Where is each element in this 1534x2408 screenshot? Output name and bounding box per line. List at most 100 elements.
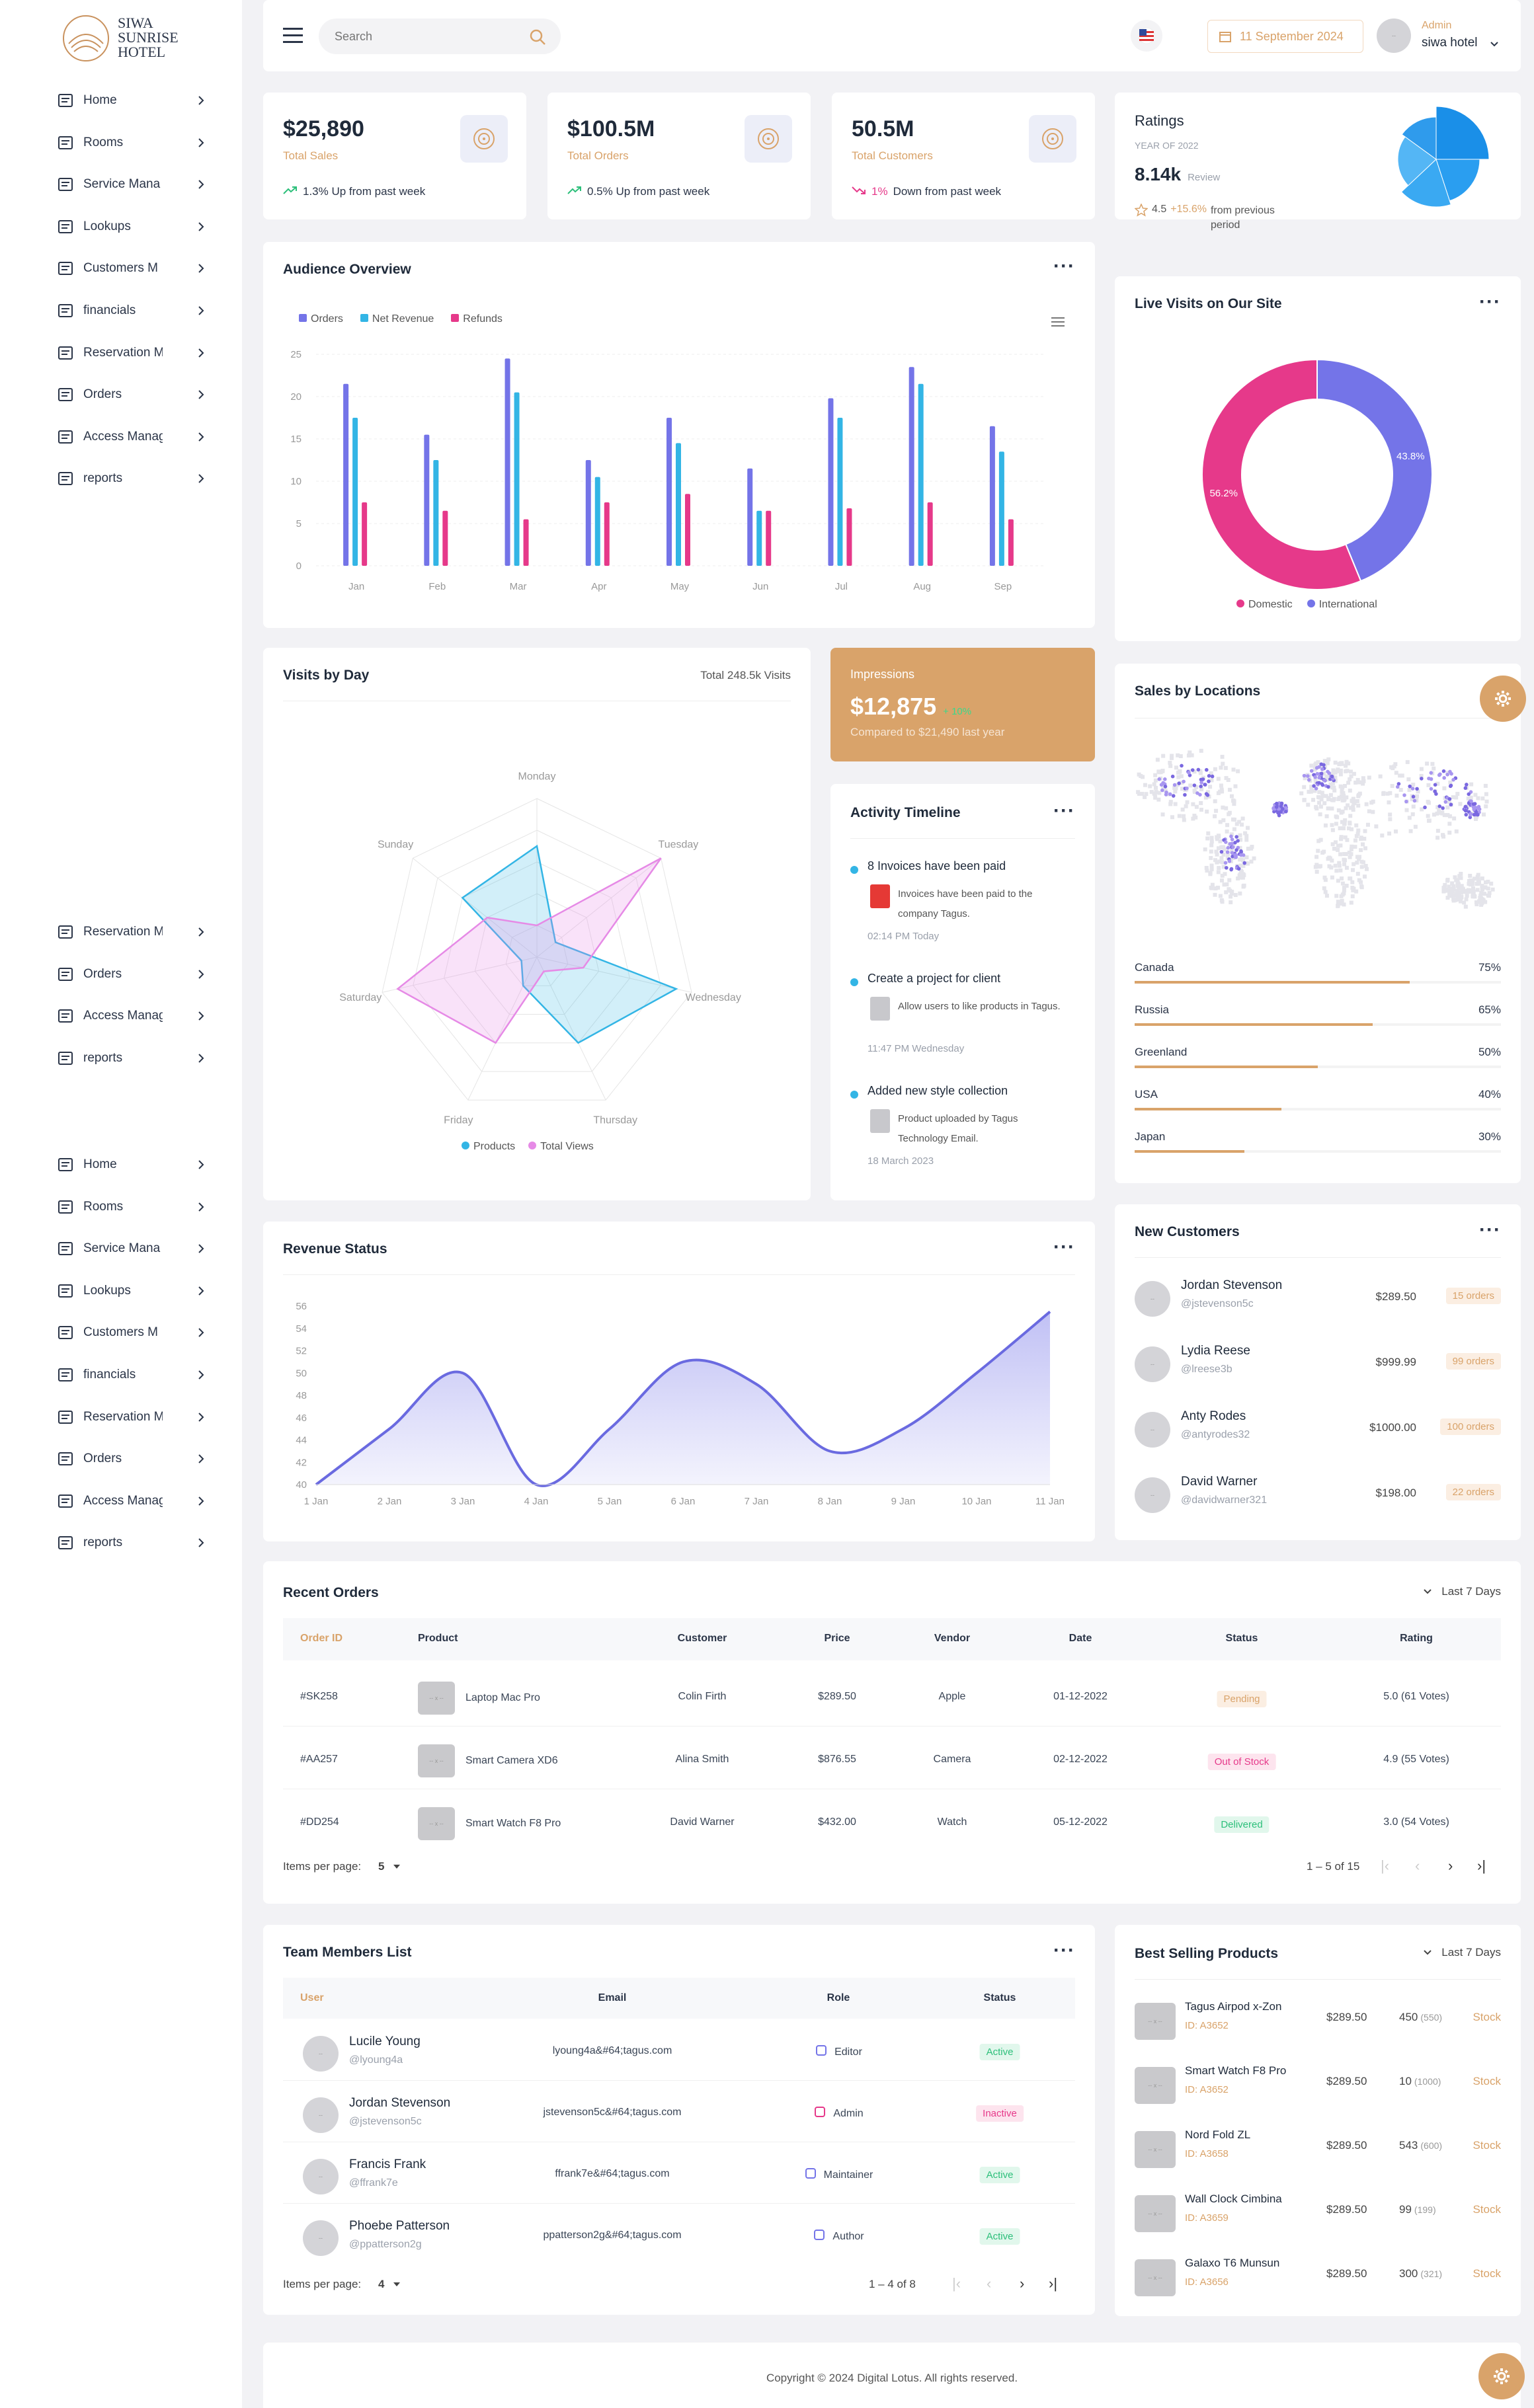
next-page-icon[interactable]: ›: [1448, 1857, 1453, 1874]
table-row[interactable]: #SK258 -- x -- Laptop Mac Pro Colin Firth $2…: [283, 1674, 1501, 1727]
search-box[interactable]: [319, 19, 561, 54]
chevron-right-icon[interactable]: [193, 219, 209, 235]
first-page-icon[interactable]: |‹: [1381, 1857, 1390, 1874]
table-row[interactable]: -- Francis Frank @ffrank7e ffrank7e&#64;tag…: [283, 2147, 1075, 2204]
chevron-right-icon[interactable]: [193, 1409, 209, 1425]
last-page-icon[interactable]: ›|: [1477, 1857, 1486, 1874]
menu-toggle-icon[interactable]: [283, 26, 305, 45]
sidebar-item-reservation-m[interactable]: Reservation M: [56, 919, 214, 945]
table-row[interactable]: -- Phoebe Patterson @ppatterson2g ppatterso…: [283, 2208, 1075, 2265]
chevron-right-icon[interactable]: [193, 471, 209, 486]
sidebar-item-orders[interactable]: Orders: [56, 961, 214, 988]
chevron-right-icon[interactable]: [193, 1325, 209, 1340]
customer-row[interactable]: -- Jordan Stevenson @jstevenson5c $289.50 15…: [1135, 1276, 1501, 1322]
map-dot: [1336, 900, 1340, 904]
sidebar-item-rooms[interactable]: Rooms: [56, 1194, 214, 1220]
sidebar-item-orders[interactable]: Orders: [56, 381, 214, 408]
sidebar-item-financials[interactable]: financials: [56, 297, 214, 324]
sidebar-item-financials[interactable]: financials: [56, 1362, 214, 1388]
chevron-right-icon[interactable]: [193, 1493, 209, 1509]
chevron-right-icon[interactable]: [193, 135, 209, 151]
table-row[interactable]: -- Jordan Stevenson @jstevenson5c jstevenso…: [283, 2085, 1075, 2142]
chevron-right-icon[interactable]: [193, 176, 209, 192]
chevron-right-icon[interactable]: [193, 1008, 209, 1024]
chevron-right-icon[interactable]: [193, 1241, 209, 1257]
more-options-icon[interactable]: ···: [1053, 1236, 1075, 1258]
caret-down-icon[interactable]: [393, 1864, 401, 1871]
customer-row[interactable]: -- Lydia Reese @lreese3b $999.99 99 orders: [1135, 1341, 1501, 1387]
table-row[interactable]: -- Lucile Young @lyoung4a lyoung4a&#64;tagu…: [283, 2024, 1075, 2081]
more-options-icon[interactable]: ···: [1053, 800, 1075, 822]
sidebar-item-lookups[interactable]: Lookups: [56, 214, 214, 240]
product-qty-total: (600): [1420, 2140, 1443, 2151]
brand-logo[interactable]: SIWA SUNRISE HOTEL: [60, 12, 192, 65]
first-page-icon[interactable]: |‹: [952, 2275, 961, 2292]
chevron-right-icon[interactable]: [193, 345, 209, 361]
search-input[interactable]: [335, 28, 506, 45]
sidebar-item-reports[interactable]: reports: [56, 1530, 214, 1556]
x-tick-label: 4 Jan: [524, 1496, 549, 1507]
sidebar-item-service-mana[interactable]: Service Mana: [56, 171, 214, 198]
items-per-page-select[interactable]: 5: [378, 1860, 385, 1873]
settings-gear-button[interactable]: [1478, 2353, 1525, 2399]
sidebar-item-access-manag[interactable]: Access Manag: [56, 424, 214, 450]
prev-page-icon[interactable]: ‹: [1415, 1857, 1420, 1874]
sidebar-item-reports[interactable]: reports: [56, 465, 214, 492]
sidebar-item-orders[interactable]: Orders: [56, 1446, 214, 1472]
product-row[interactable]: -- x -- Galaxo T6 Munsun ID: A3656 $289.50 3…: [1135, 2253, 1501, 2299]
sidebar-item-access-manag[interactable]: Access Manag: [56, 1003, 214, 1029]
customer-row[interactable]: -- David Warner @davidwarner321 $198.00 22 o…: [1135, 1472, 1501, 1518]
sidebar-item-lookups[interactable]: Lookups: [56, 1278, 214, 1304]
chevron-right-icon[interactable]: [193, 1367, 209, 1383]
items-per-page-select[interactable]: 4: [378, 2278, 385, 2290]
chevron-right-icon[interactable]: [193, 1283, 209, 1299]
date-display[interactable]: 11 September 2024: [1207, 20, 1363, 53]
sidebar-item-reservation-m[interactable]: Reservation M: [56, 340, 214, 366]
chevron-right-icon[interactable]: [193, 93, 209, 108]
chevron-right-icon[interactable]: [193, 1050, 209, 1066]
sidebar-item-rooms[interactable]: Rooms: [56, 130, 214, 156]
more-options-icon[interactable]: ···: [1479, 1219, 1501, 1241]
search-icon[interactable]: [529, 28, 546, 46]
product-row[interactable]: -- x -- Nord Fold ZL ID: A3658 $289.50 543 (6…: [1135, 2124, 1501, 2171]
chevron-right-icon[interactable]: [193, 1157, 209, 1173]
settings-gear-button[interactable]: [1480, 676, 1526, 722]
sidebar-item-home[interactable]: Home: [56, 1151, 214, 1178]
chevron-right-icon[interactable]: [193, 924, 209, 940]
chevron-right-icon[interactable]: [193, 966, 209, 982]
language-flag-icon[interactable]: [1131, 20, 1162, 52]
sidebar-item-customers-m[interactable]: Customers M: [56, 1319, 214, 1346]
chevron-right-icon[interactable]: [193, 303, 209, 319]
chevron-right-icon[interactable]: [193, 260, 209, 276]
product-row[interactable]: -- x -- Wall Clock Cimbina ID: A3659 $289.5…: [1135, 2189, 1501, 2235]
prev-page-icon[interactable]: ‹: [987, 2275, 992, 2292]
customer-row[interactable]: -- Anty Rodes @antyrodes32 $1000.00 100 orde…: [1135, 1407, 1501, 1453]
chevron-down-icon[interactable]: [1489, 39, 1500, 50]
sidebar-item-access-manag[interactable]: Access Manag: [56, 1488, 214, 1514]
more-options-icon[interactable]: ···: [1053, 255, 1075, 277]
more-options-icon[interactable]: ···: [1053, 1939, 1075, 1961]
chart-menu-icon[interactable]: [1051, 316, 1066, 328]
user-menu[interactable]: -- Admin siwa hotel: [1377, 17, 1509, 54]
best-filter[interactable]: Last 7 Days: [1423, 1946, 1501, 1959]
sidebar-item-reports[interactable]: reports: [56, 1045, 214, 1071]
table-row[interactable]: #AA257 -- x -- Smart Camera XD6 Alina Smith…: [283, 1736, 1501, 1789]
sidebar-item-reservation-m[interactable]: Reservation M: [56, 1404, 214, 1430]
chevron-right-icon[interactable]: [193, 1451, 209, 1467]
sidebar-item-customers-m[interactable]: Customers M: [56, 255, 214, 282]
orders-filter[interactable]: Last 7 Days: [1423, 1585, 1501, 1598]
caret-down-icon[interactable]: [393, 2282, 401, 2288]
chevron-right-icon[interactable]: [193, 387, 209, 403]
more-options-icon[interactable]: ···: [1479, 291, 1501, 313]
map-dot: [1350, 844, 1354, 849]
sidebar-item-home[interactable]: Home: [56, 87, 214, 114]
table-row[interactable]: #DD254 -- x -- Smart Watch F8 Pro David War…: [283, 1799, 1501, 1852]
product-row[interactable]: -- x -- Smart Watch F8 Pro ID: A3652 $289.5…: [1135, 2060, 1501, 2107]
sidebar-item-service-mana[interactable]: Service Mana: [56, 1235, 214, 1262]
last-page-icon[interactable]: ›|: [1049, 2275, 1058, 2292]
next-page-icon[interactable]: ›: [1020, 2275, 1025, 2292]
chevron-right-icon[interactable]: [193, 429, 209, 445]
product-row[interactable]: -- x -- Tagus Airpod x-Zon ID: A3652 $289.5…: [1135, 1996, 1501, 2042]
chevron-right-icon[interactable]: [193, 1535, 209, 1551]
chevron-right-icon[interactable]: [193, 1199, 209, 1215]
